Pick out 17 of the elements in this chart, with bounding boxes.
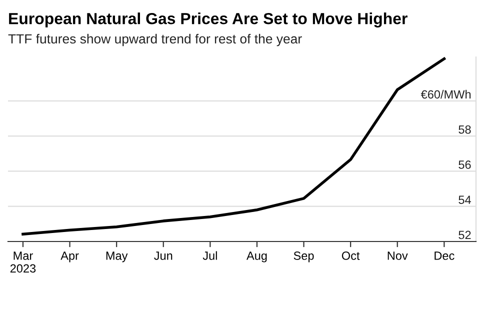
x-tick-label: Dec <box>434 252 454 260</box>
y-tick-label: 56 <box>458 160 471 169</box>
x-tick-label: Aug <box>246 252 267 262</box>
x-tick-label: Oct <box>342 252 360 260</box>
y-tick-label: 54 <box>458 196 471 204</box>
y-tick-label: 58 <box>458 125 471 134</box>
x-tick-label: Mar 2023 <box>10 252 36 273</box>
x-tick-label: May <box>106 252 128 262</box>
x-tick-label: Nov <box>388 252 408 260</box>
y-tick-label: 52 <box>458 230 471 240</box>
x-tick-label: Jun <box>154 252 172 260</box>
chart-subtitle: TTF futures show upward trend for rest of the year <box>8 34 302 46</box>
chart-title: European Natural Gas Prices Are Set to Move Higher <box>9 12 408 28</box>
x-tick-label: Jul <box>202 251 217 260</box>
y-tick-label: €60/MWh <box>420 90 471 99</box>
x-tick-label: Apr <box>60 252 79 262</box>
x-tick-label: Sep <box>294 252 314 262</box>
